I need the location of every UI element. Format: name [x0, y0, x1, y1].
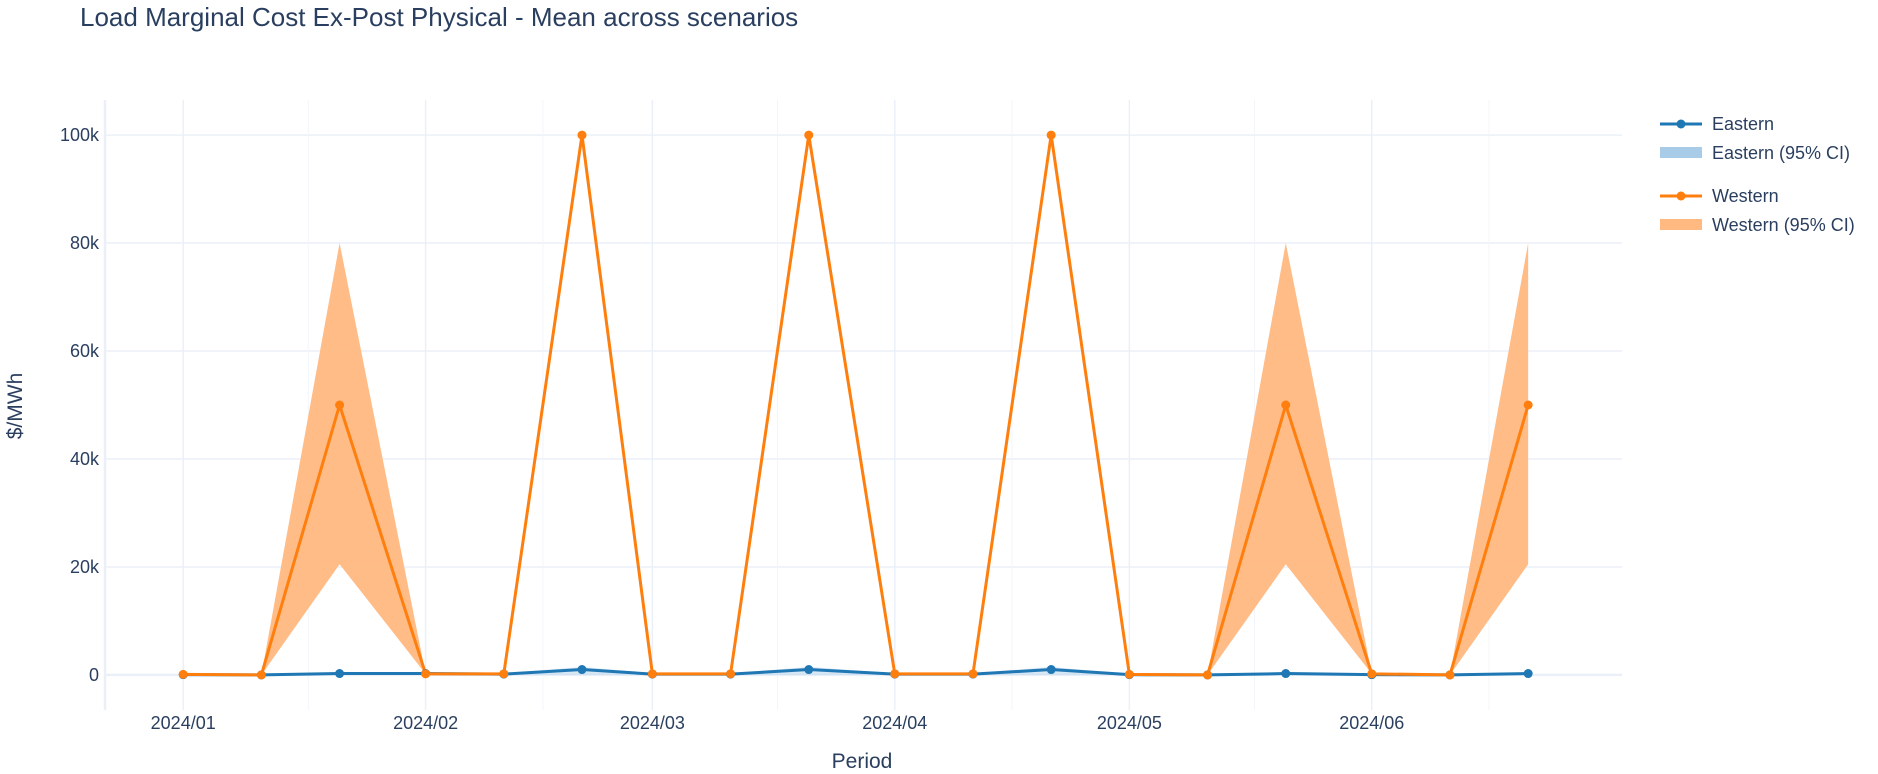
- legend-item-western-ci[interactable]: Western (95% CI): [1660, 215, 1855, 235]
- data-point-western: [256, 670, 266, 680]
- ci-band-western: [183, 135, 1529, 675]
- data-point-eastern: [1281, 669, 1291, 679]
- data-point-western: [335, 400, 345, 410]
- x-tick-label: 2024/05: [1097, 713, 1162, 733]
- legend-item-western[interactable]: Western: [1660, 186, 1779, 206]
- data-point-western: [421, 669, 431, 679]
- y-tick-label: 60k: [70, 341, 100, 361]
- y-tick-label: 20k: [70, 557, 100, 577]
- y-tick-label: 40k: [70, 449, 100, 469]
- data-point-western: [726, 669, 736, 679]
- series-points: [178, 130, 1533, 680]
- tick-labels: 0 20k 40k 60k 80k 100k 2024/01 2024/02 2024/03 20…: [60, 125, 1404, 733]
- data-point-western: [1046, 130, 1056, 140]
- data-point-eastern: [1046, 665, 1056, 675]
- data-point-western: [968, 669, 978, 679]
- x-tick-label: 2024/06: [1339, 713, 1404, 733]
- data-point-eastern: [804, 665, 814, 675]
- data-point-western: [499, 669, 509, 679]
- series-line-western: [183, 133, 1530, 677]
- x-tick-label: 2024/04: [862, 713, 927, 733]
- legend-item-eastern-ci[interactable]: Eastern (95% CI): [1660, 143, 1850, 163]
- data-point-western: [577, 130, 587, 140]
- legend-marker-swatch: [1676, 119, 1686, 129]
- x-tick-label: 2024/03: [620, 713, 685, 733]
- data-point-western: [1124, 669, 1134, 679]
- legend-label: Eastern (95% CI): [1712, 143, 1850, 163]
- legend-band-swatch: [1660, 219, 1702, 230]
- y-tick-label: 0: [89, 665, 99, 685]
- data-point-western: [1203, 670, 1213, 680]
- series-line-eastern: [183, 668, 1529, 677]
- y-tick-label: 100k: [60, 125, 100, 145]
- data-point-eastern: [335, 669, 345, 679]
- data-point-western: [1281, 400, 1291, 410]
- y-axis-title: $/MWh: [4, 373, 27, 440]
- y-tick-label: 80k: [70, 233, 100, 253]
- data-point-western: [1523, 400, 1533, 410]
- data-point-western: [178, 669, 188, 679]
- data-point-western: [1445, 670, 1455, 680]
- legend-label: Western (95% CI): [1712, 215, 1855, 235]
- x-axis-title: Period: [832, 750, 893, 773]
- legend-label: Eastern: [1712, 114, 1774, 134]
- x-tick-label: 2024/01: [151, 713, 216, 733]
- legend-band-swatch: [1660, 147, 1702, 158]
- data-point-western: [1367, 669, 1377, 679]
- chart-title: Load Marginal Cost Ex-Post Physical - Me…: [80, 2, 799, 32]
- data-point-eastern: [1523, 669, 1533, 679]
- confidence-bands: [183, 135, 1529, 675]
- legend-label: Western: [1712, 186, 1779, 206]
- data-point-western: [890, 669, 900, 679]
- legend-marker-swatch: [1676, 191, 1686, 201]
- x-tick-label: 2024/02: [393, 713, 458, 733]
- legend[interactable]: Eastern Eastern (95% CI) Western Western (9…: [1660, 114, 1855, 235]
- data-point-western: [647, 669, 657, 679]
- series-lines: [183, 133, 1530, 677]
- legend-item-eastern[interactable]: Eastern: [1660, 114, 1774, 134]
- data-point-eastern: [577, 665, 587, 675]
- data-point-western: [804, 130, 814, 140]
